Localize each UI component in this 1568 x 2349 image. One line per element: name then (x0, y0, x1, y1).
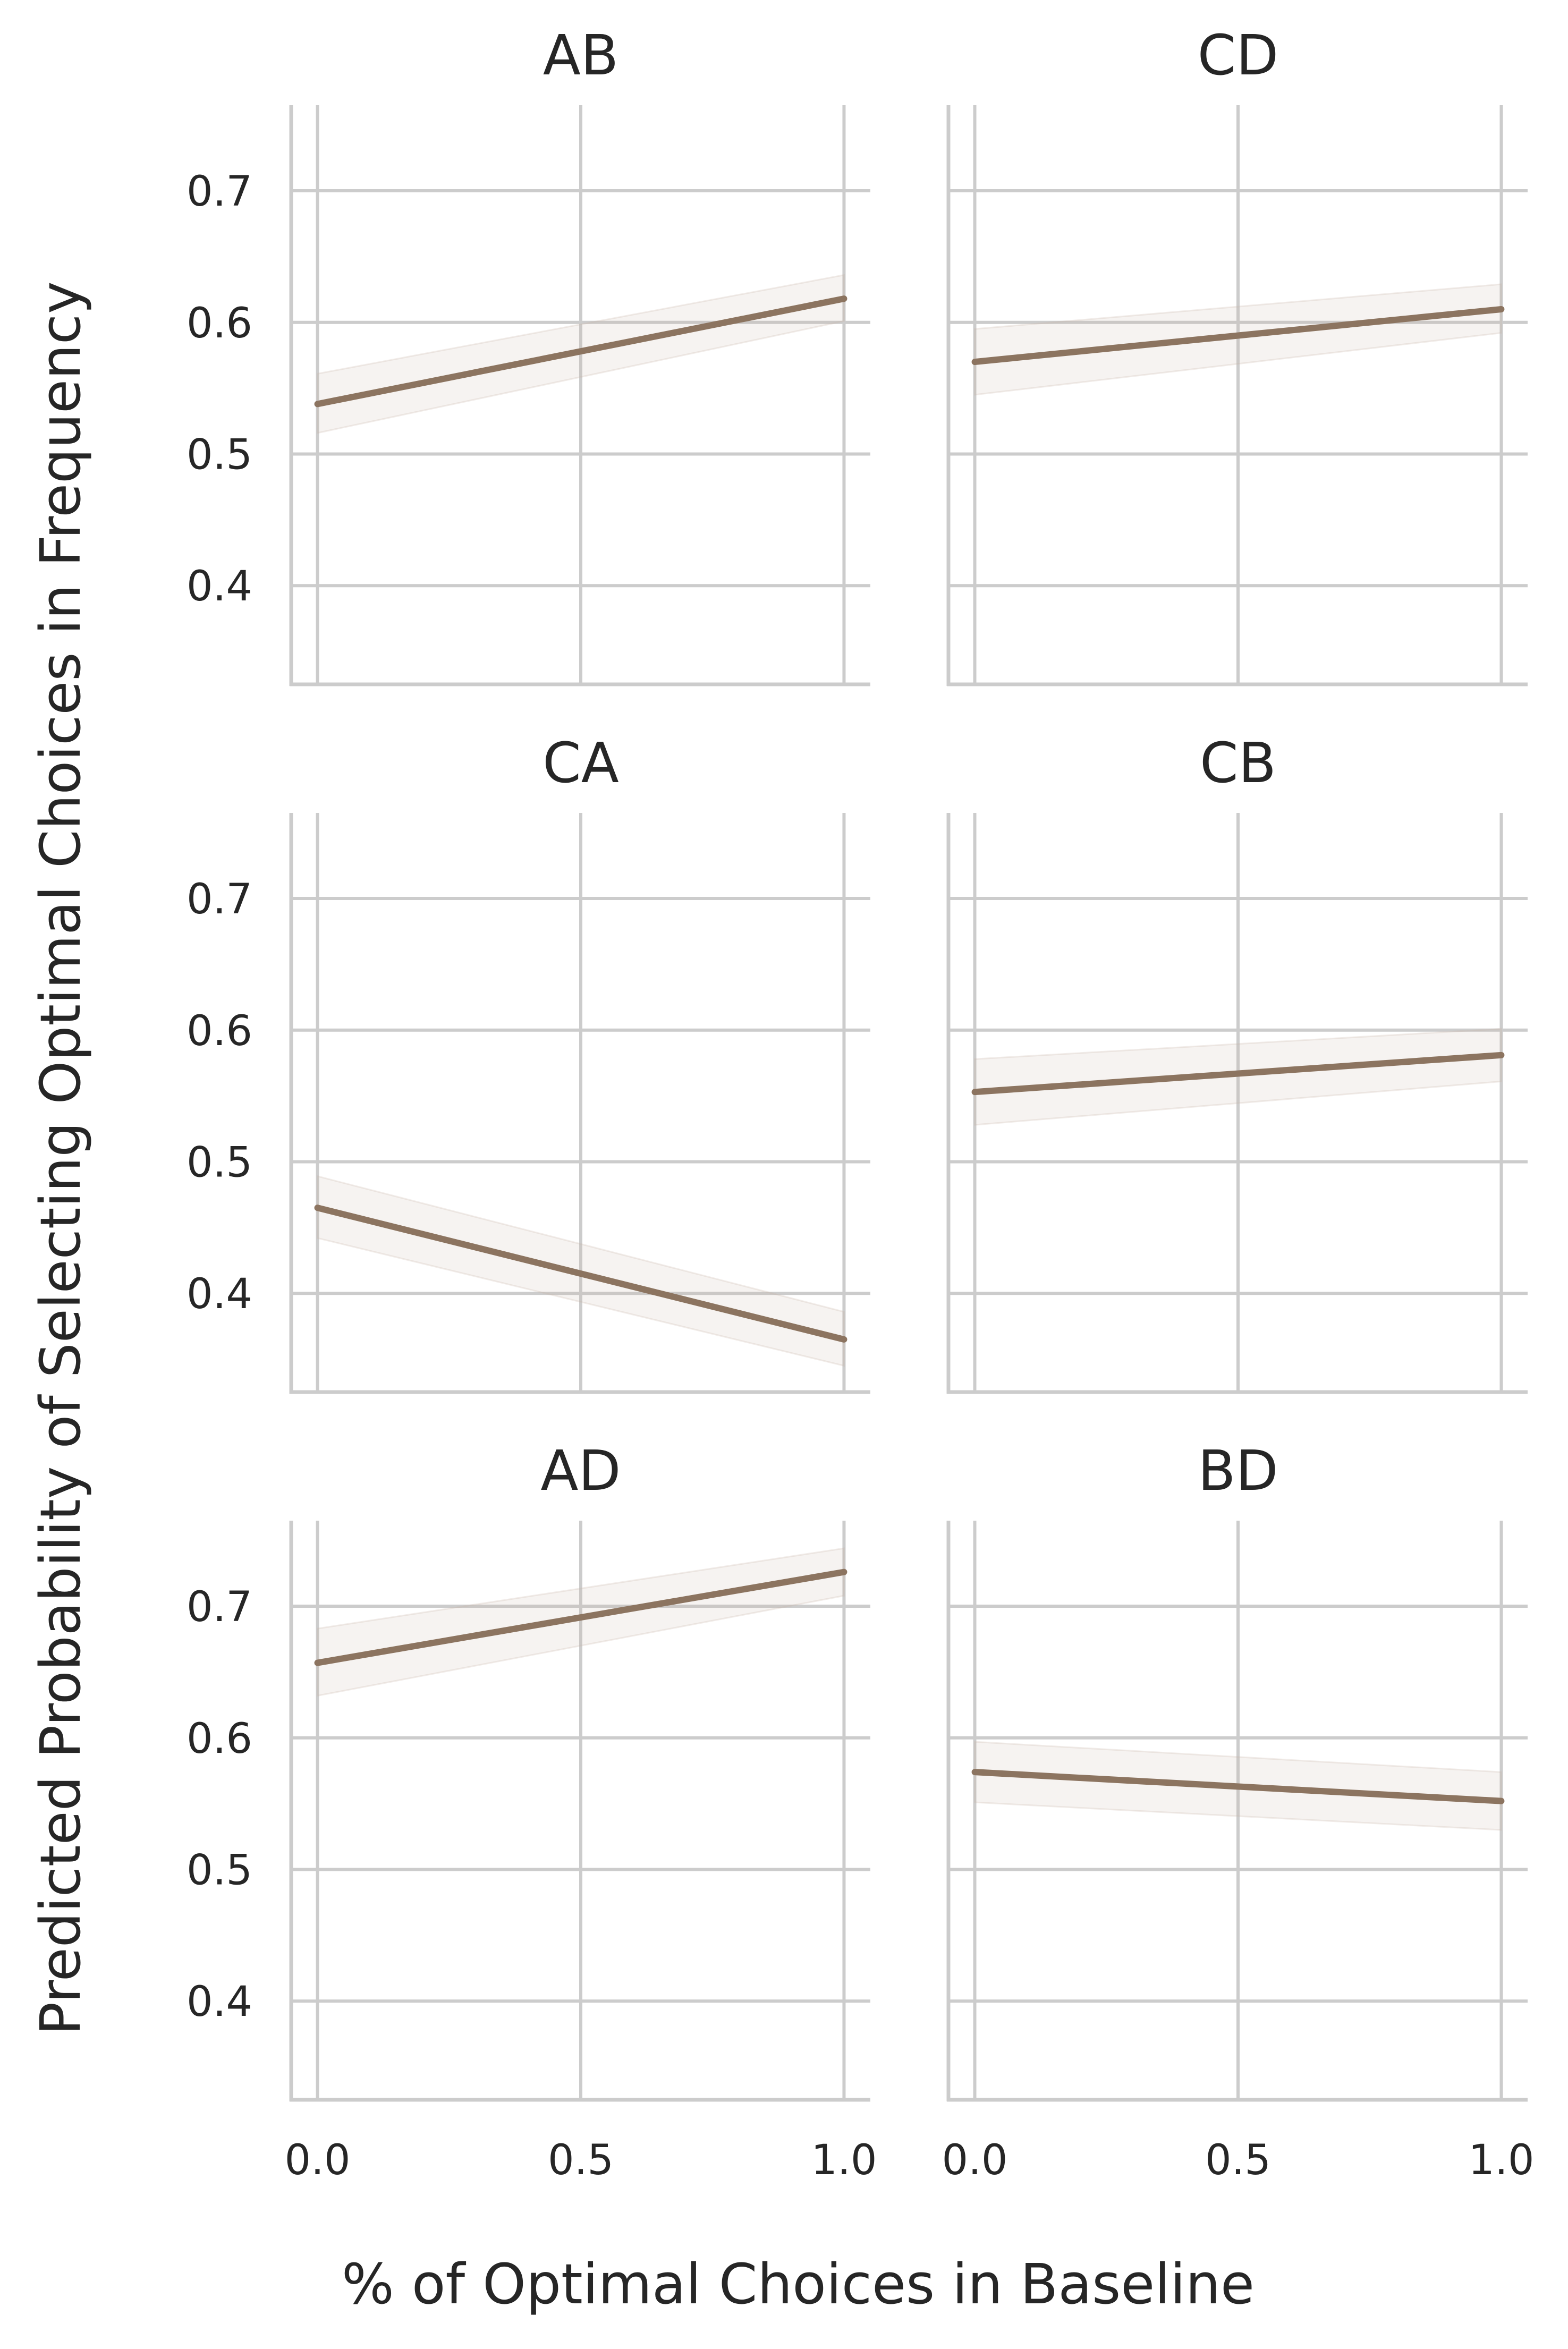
facet-panel-ad: AD 0.4 0.5 0.6 0.7 0.0 0.5 1.0 (187, 1438, 877, 2184)
fit-line-ad (314, 1568, 847, 1666)
fit-line-ab (314, 295, 847, 408)
facet-title-cd: CD (1198, 23, 1279, 88)
y-tick-label: 0.5 (187, 1846, 252, 1894)
facet-panels: AB 0.4 0.5 0.6 0.7 CD CA 0.4 0.5 0.6 0.7 CB AD 0.4 0.5… (187, 23, 1535, 2184)
y-tick-label: 0.4 (187, 1978, 252, 2026)
x-axis-label: % of Optimal Choices in Baseline (342, 2252, 1255, 2317)
fit-line-bd (971, 1769, 1505, 1804)
facet-title-ca: CA (543, 731, 619, 795)
fit-line-cd (971, 306, 1505, 366)
y-tick-label: 0.5 (187, 1139, 252, 1186)
facet-panel-cd: CD (946, 23, 1528, 686)
facet-panel-cb: CB (946, 731, 1528, 1394)
confidence-band-cd (974, 283, 1502, 396)
y-tick-label: 0.5 (187, 431, 252, 479)
y-tick-label: 0.7 (187, 168, 252, 216)
facet-panel-bd: BD 0.0 0.5 1.0 (942, 1438, 1535, 2184)
fit-line-ca (314, 1205, 847, 1343)
y-axis-label: Predicted Probability of Selecting Optim… (28, 281, 93, 2035)
confidence-band-cb (974, 1028, 1502, 1126)
facet-title-ab: AB (543, 23, 619, 88)
y-tick-label: 0.6 (187, 1715, 252, 1763)
y-tick-label: 0.6 (187, 1007, 252, 1055)
facet-panel-ab: AB 0.4 0.5 0.6 0.7 (187, 23, 870, 686)
x-tick-label: 1.0 (811, 2136, 877, 2184)
x-tick-label: 0.0 (285, 2136, 351, 2184)
confidence-band-ad (317, 1547, 845, 1697)
facet-panel-ca: CA 0.4 0.5 0.6 0.7 (187, 731, 870, 1394)
facet-title-ad: AD (540, 1438, 621, 1503)
facet-title-cb: CB (1200, 731, 1276, 795)
x-tick-label: 0.5 (1205, 2136, 1271, 2184)
fit-line-cb (971, 1051, 1505, 1096)
x-tick-label: 1.0 (1468, 2136, 1534, 2184)
y-tick-label: 0.4 (187, 563, 252, 610)
facet-title-bd: BD (1198, 1438, 1278, 1503)
y-tick-label: 0.4 (187, 1270, 252, 1318)
x-tick-label: 0.5 (548, 2136, 614, 2184)
x-tick-label: 0.0 (942, 2136, 1008, 2184)
y-tick-label: 0.7 (187, 1583, 252, 1631)
y-tick-label: 0.6 (187, 300, 252, 347)
y-tick-label: 0.7 (187, 876, 252, 923)
